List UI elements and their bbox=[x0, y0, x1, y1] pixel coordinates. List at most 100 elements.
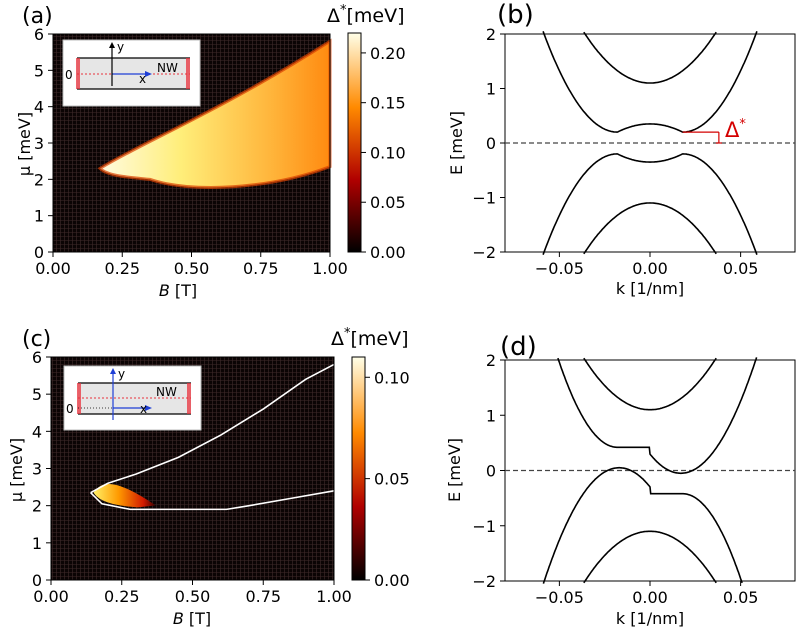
y-tick-label: 4 bbox=[32, 422, 42, 441]
y-tick-label: 4 bbox=[34, 98, 44, 117]
axes-ticks: −0.05 0.00 0.05 −2 −1 0 1 2 bbox=[472, 25, 758, 278]
axes-ticks: 0.00 0.25 0.50 0.75 1.00 0 1 2 3 4 5 6 bbox=[34, 25, 348, 278]
phase-boundary-contour bbox=[90, 363, 335, 511]
panel-label-b: (b) bbox=[497, 0, 534, 30]
y-tick-label: −1 bbox=[472, 517, 496, 536]
inset-zero-label: 0 bbox=[65, 68, 73, 82]
y-axis-label: μ [meV] bbox=[15, 112, 34, 176]
x-tick-label: 1.00 bbox=[312, 259, 348, 278]
x-tick-label: 0.00 bbox=[33, 587, 69, 606]
colorbar-tick-label: 0.05 bbox=[374, 470, 410, 489]
topological-region bbox=[93, 483, 156, 508]
y-tick-label: 6 bbox=[32, 348, 42, 367]
y-tick-label: −2 bbox=[472, 243, 496, 262]
x-axis-symbol: B bbox=[173, 609, 184, 628]
x-axis-unit: [T] bbox=[175, 281, 197, 300]
x-tick-label: 0.00 bbox=[632, 259, 668, 278]
x-tick-label: 0.50 bbox=[175, 587, 211, 606]
gap-star: * bbox=[739, 117, 746, 132]
colorbar-ticks: 0.00 0.05 0.10 0.15 0.20 bbox=[361, 44, 406, 262]
panel-a: (a) 0.00 0.25 0.50 0.75 1.00 0 1 2 3 4 5 6 B [T] μ … bbox=[15, 3, 406, 300]
colorbar-tick-label: 0.20 bbox=[370, 44, 406, 63]
right-contact bbox=[187, 383, 191, 414]
x-axis-label: k [1/nm] bbox=[616, 609, 684, 628]
x-tick-label: 0.25 bbox=[104, 259, 140, 278]
band-upper-2 bbox=[583, 31, 717, 84]
inset-x-label: x bbox=[139, 72, 146, 86]
colorbar bbox=[347, 32, 362, 253]
panel-d: (d) −0.05 0.00 0.05 −2 −1 0 1 2 k [1/nm] E [meV… bbox=[445, 332, 796, 628]
nanowire-inset: y x 0 NW bbox=[63, 365, 202, 431]
colorbar-label: Δ*[meV] bbox=[327, 3, 405, 27]
y-tick-label: 2 bbox=[486, 351, 496, 370]
y-tick-label: 3 bbox=[32, 460, 42, 479]
y-tick-label: 0 bbox=[32, 571, 42, 590]
y-tick-label: 5 bbox=[32, 385, 42, 404]
colorbar-symbol: Δ bbox=[331, 328, 344, 350]
band-lower-2 bbox=[583, 202, 717, 255]
gap-annotation: Δ* bbox=[725, 117, 746, 142]
colorbar-symbol: Δ bbox=[327, 5, 340, 27]
y-tick-label: 0 bbox=[486, 134, 496, 153]
right-contact bbox=[186, 58, 190, 89]
y-tick-label: 1 bbox=[486, 80, 496, 99]
y-tick-label: 2 bbox=[34, 170, 44, 189]
x-axis-label: B [T] bbox=[173, 609, 211, 628]
y-tick-label: 0 bbox=[34, 243, 44, 262]
topological-region-edge bbox=[97, 38, 332, 189]
colorbar-tick-label: 0.00 bbox=[370, 243, 406, 262]
band-upper-2 bbox=[583, 357, 717, 411]
panel-b: (b) −0.05 0.00 0.05 −2 −1 0 1 2 k [1/nm] E [meV… bbox=[447, 0, 796, 298]
x-tick-label: 1.00 bbox=[316, 587, 352, 606]
axes-ticks: −0.05 0.00 0.05 −2 −1 0 1 2 bbox=[472, 351, 758, 607]
dispersion-lines bbox=[505, 31, 795, 255]
colorbar-star: * bbox=[340, 3, 347, 18]
colorbar-ticks: 0.00 0.05 0.10 bbox=[365, 368, 410, 590]
y-tick-label: 5 bbox=[34, 61, 44, 80]
x-axis-unit: [T] bbox=[189, 609, 211, 628]
y-axis-label: E [meV] bbox=[445, 438, 464, 502]
panel-c: (c) 0.00 0.25 0.50 0.75 1.00 0 1 2 3 4 5 6 B [T] μ … bbox=[7, 326, 410, 628]
inset-nw-label: NW bbox=[157, 61, 178, 75]
y-tick-label: 3 bbox=[34, 134, 44, 153]
band-lower-1 bbox=[542, 153, 758, 255]
y-tick-label: 1 bbox=[486, 406, 496, 425]
inset-x-label: x bbox=[140, 402, 147, 416]
y-axis-label: μ [meV] bbox=[7, 438, 26, 502]
nanowire-inset: y x 0 NW bbox=[62, 39, 201, 107]
y-tick-label: 1 bbox=[34, 207, 44, 226]
colorbar-label: Δ*[meV] bbox=[331, 326, 409, 350]
x-tick-label: 0.00 bbox=[632, 588, 668, 607]
dispersion-lines bbox=[505, 357, 795, 584]
x-tick-label: −0.05 bbox=[535, 588, 584, 607]
band-upper-1 bbox=[557, 357, 758, 475]
colorbar-tick-label: 0.00 bbox=[374, 571, 410, 590]
inset-nw-label: NW bbox=[156, 385, 177, 399]
y-tick-label: 0 bbox=[486, 462, 496, 481]
x-axis-label: k [1/nm] bbox=[616, 279, 684, 298]
x-tick-label: 0.05 bbox=[723, 259, 759, 278]
band-lower-2 bbox=[583, 530, 717, 584]
y-tick-label: 6 bbox=[34, 25, 44, 44]
colorbar-tick-label: 0.10 bbox=[374, 368, 410, 387]
y-tick-label: −1 bbox=[472, 189, 496, 208]
y-tick-label: −2 bbox=[472, 572, 496, 591]
inset-y-label: y bbox=[118, 367, 125, 381]
x-axis-label: B [T] bbox=[159, 281, 197, 300]
y-tick-label: 2 bbox=[486, 25, 496, 44]
colorbar-tick-label: 0.15 bbox=[370, 94, 406, 113]
colorbar-tick-label: 0.10 bbox=[370, 143, 406, 162]
colorbar-star: * bbox=[344, 326, 351, 341]
y-tick-label: 1 bbox=[32, 534, 42, 553]
gap-symbol: Δ bbox=[725, 118, 740, 142]
x-tick-label: 0.00 bbox=[35, 259, 71, 278]
y-axis-label: E [meV] bbox=[447, 111, 466, 175]
colorbar-unit: [meV] bbox=[351, 328, 409, 350]
colorbar-unit: [meV] bbox=[347, 5, 405, 27]
x-tick-label: −0.05 bbox=[535, 259, 584, 278]
inset-y-label: y bbox=[117, 40, 124, 54]
axes-ticks: 0.00 0.25 0.50 0.75 1.00 0 1 2 3 4 5 6 bbox=[32, 348, 352, 606]
x-axis-symbol: B bbox=[159, 281, 170, 300]
band-upper-1 bbox=[542, 31, 758, 133]
